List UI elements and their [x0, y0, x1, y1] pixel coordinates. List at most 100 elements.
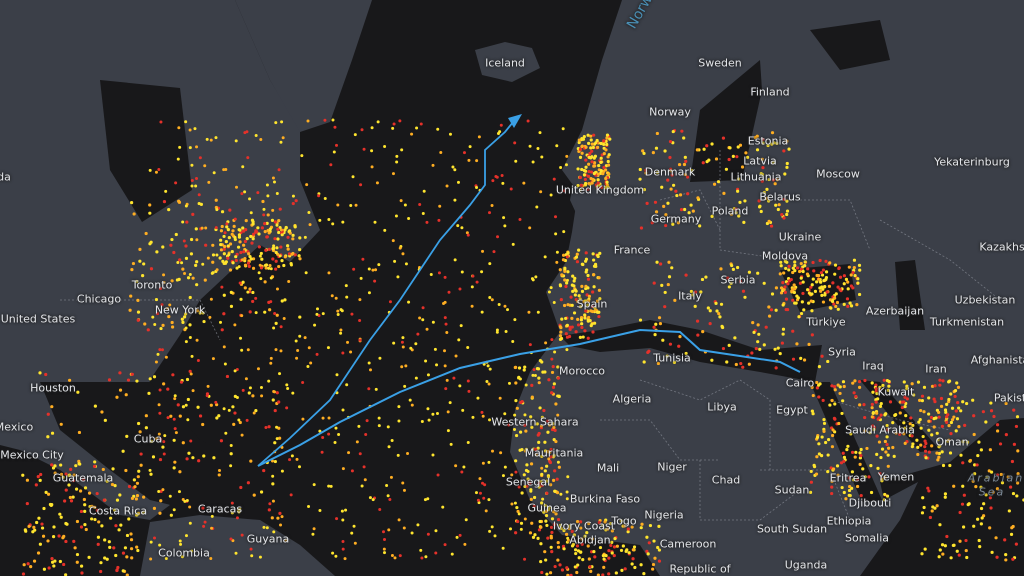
vessel-dot: [135, 545, 139, 549]
vessel-dot: [559, 298, 563, 302]
vessel-dot: [289, 263, 293, 267]
vessel-dot: [238, 507, 242, 511]
vessel-dot: [38, 371, 42, 375]
vessel-dot: [531, 373, 535, 377]
vessel-dot: [519, 521, 524, 525]
vessel-dot: [488, 529, 492, 533]
vessel-dot: [940, 450, 944, 454]
vessel-dot: [612, 545, 617, 549]
vessel-dot: [223, 261, 228, 265]
vessel-dot: [283, 298, 287, 302]
vessel-dot: [592, 285, 596, 289]
vessel-dot: [544, 509, 548, 513]
vessel-dot: [885, 379, 889, 383]
vessel-dot: [653, 556, 657, 560]
vessel-dot: [977, 440, 981, 444]
place-label-mauritania: Mauritania: [524, 446, 584, 460]
vessel-dot: [254, 409, 258, 413]
vessel-dot: [295, 356, 299, 360]
vessel-dot: [947, 397, 951, 402]
vessel-dot: [878, 385, 882, 389]
vessel-dot: [358, 298, 362, 302]
vessel-dot: [792, 283, 796, 287]
vessel-dot: [232, 422, 236, 427]
vessel-dot: [965, 555, 969, 560]
vessel-dot: [153, 323, 157, 327]
vessel-dot: [833, 388, 837, 392]
vessel-dot: [184, 244, 188, 248]
vessel-dot: [852, 258, 857, 262]
vessel-dot: [303, 336, 307, 340]
vessel-dot: [61, 536, 65, 540]
vessel-dot: [148, 377, 152, 381]
place-label-azerbaijan: Azerbaijan: [865, 304, 925, 318]
vessel-dot: [743, 199, 747, 203]
vessel-dot: [68, 378, 72, 382]
vessel-dot: [705, 144, 709, 148]
vessel-dot: [367, 387, 371, 391]
vessel-dot: [830, 433, 835, 438]
vessel-dot: [121, 569, 125, 573]
vessel-dot: [549, 286, 553, 290]
vessel-dot: [886, 453, 890, 457]
vessel-dot: [591, 290, 595, 294]
vessel-dot: [607, 556, 611, 560]
place-label-united-states: United States: [0, 312, 76, 326]
vessel-dot: [747, 362, 751, 366]
vessel-dot: [937, 415, 941, 419]
vessel-dot: [155, 250, 159, 254]
vessel-dot: [949, 392, 953, 396]
vessel-dot: [545, 523, 549, 528]
country-border: [760, 469, 851, 521]
vessel-dot: [227, 253, 231, 257]
vessel-dot: [549, 525, 554, 530]
vessel-dot: [279, 228, 283, 232]
vessel-dot: [480, 310, 484, 314]
vessel-dot: [408, 398, 412, 402]
vessel-dot: [421, 306, 425, 310]
vessel-dot: [557, 465, 561, 469]
vessel-dot: [242, 243, 246, 247]
vessel-dot: [261, 199, 265, 204]
hudson-bay: [100, 80, 192, 222]
vessel-dot: [501, 181, 505, 185]
vessel-dot: [820, 435, 824, 439]
vessel-dot: [230, 511, 234, 515]
vessel-dot: [583, 299, 587, 303]
vessel-dot: [903, 395, 907, 399]
vessel-dot: [78, 462, 82, 466]
vessel-route-north-atlantic[interactable]: [257, 115, 519, 467]
vessel-dot: [488, 262, 492, 266]
vessel-route-mediterranean[interactable]: [257, 328, 801, 467]
vessel-dot: [647, 349, 651, 353]
vessel-dot: [632, 545, 637, 549]
vessel-dot: [227, 235, 231, 240]
vessel-dot: [549, 455, 553, 459]
vessel-dot: [225, 222, 229, 226]
vessel-dot: [349, 350, 353, 354]
vessel-dot: [852, 265, 856, 270]
vessel-dot: [760, 179, 764, 183]
vessel-dot: [481, 414, 485, 418]
vessel-dot: [862, 403, 866, 407]
vessel-dot: [831, 281, 835, 285]
vessel-dot: [154, 360, 158, 364]
vessel-dot: [99, 561, 103, 565]
vessel-dot: [900, 405, 904, 410]
vessel-dot: [838, 385, 842, 389]
vessel-dot: [259, 266, 264, 270]
vessel-dot: [202, 454, 206, 458]
vessel-dot: [274, 267, 278, 271]
vessel-dot: [800, 300, 804, 304]
vessel-dot: [821, 287, 825, 291]
vessel-dot: [771, 178, 776, 182]
vessel-dot: [149, 439, 154, 443]
vessel-dot: [875, 434, 879, 438]
vessel-dot: [239, 336, 243, 340]
vessel-dot: [584, 181, 588, 186]
vessel-dot: [102, 498, 106, 502]
vessel-dot: [556, 545, 561, 549]
vessel-dot: [418, 316, 422, 320]
